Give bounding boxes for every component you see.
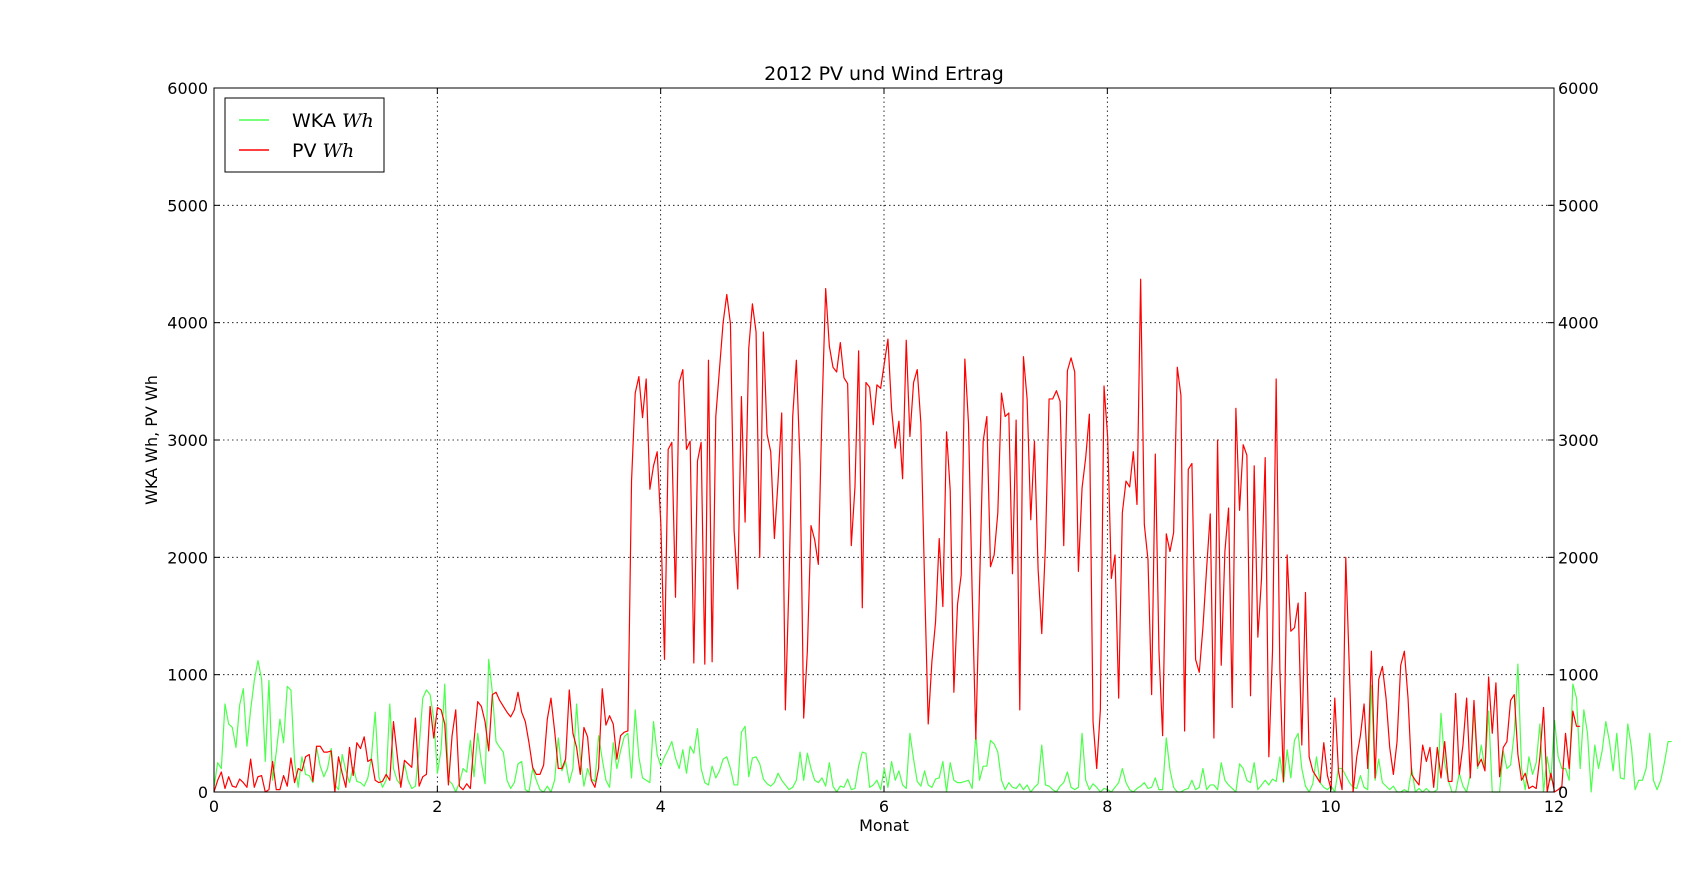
y-tick-label-right: 0 — [1558, 783, 1568, 802]
y-tick-label-right: 6000 — [1558, 79, 1599, 98]
x-tick-label: 6 — [879, 797, 889, 816]
legend-box — [224, 97, 385, 173]
x-tick-label: 10 — [1320, 797, 1340, 816]
x-tick-label: 4 — [656, 797, 666, 816]
y-axis-label: WKA Wh, PV Wh — [142, 375, 161, 505]
legend-label-name: PV — [292, 140, 323, 162]
y-tick-label: 3000 — [167, 431, 208, 450]
y-tick-label: 4000 — [167, 314, 208, 333]
y-tick-label: 5000 — [167, 196, 208, 215]
x-tick-label: 8 — [1102, 797, 1112, 816]
y-tick-label: 6000 — [167, 79, 208, 98]
legend-label-name: WKA — [292, 110, 342, 132]
y-tick-label: 2000 — [167, 548, 208, 567]
y-tick-label-right: 5000 — [1558, 196, 1599, 215]
x-tick-label: 0 — [209, 797, 219, 816]
legend-label-unit: Wh — [342, 110, 374, 132]
x-axis-label: Monat — [859, 816, 909, 835]
legend-label: PV Wh — [292, 140, 354, 162]
series-layer — [213, 278, 1672, 793]
series-line-wka — [213, 658, 1672, 793]
y-tick-label: 1000 — [167, 666, 208, 685]
legend-label-unit: Wh — [323, 140, 355, 162]
legend-label: WKA Wh — [292, 110, 374, 132]
series-line-pv — [213, 278, 1581, 793]
chart-title: 2012 PV und Wind Ertrag — [764, 63, 1004, 85]
y-tick-label: 0 — [198, 783, 208, 802]
y-tick-label-right: 1000 — [1558, 666, 1599, 685]
x-tick-label: 12 — [1544, 797, 1564, 816]
x-tick-label: 2 — [432, 797, 442, 816]
y-tick-label-right: 2000 — [1558, 548, 1599, 567]
y-tick-label-right: 4000 — [1558, 314, 1599, 333]
y-tick-label-right: 3000 — [1558, 431, 1599, 450]
grid-lines — [214, 88, 1554, 792]
